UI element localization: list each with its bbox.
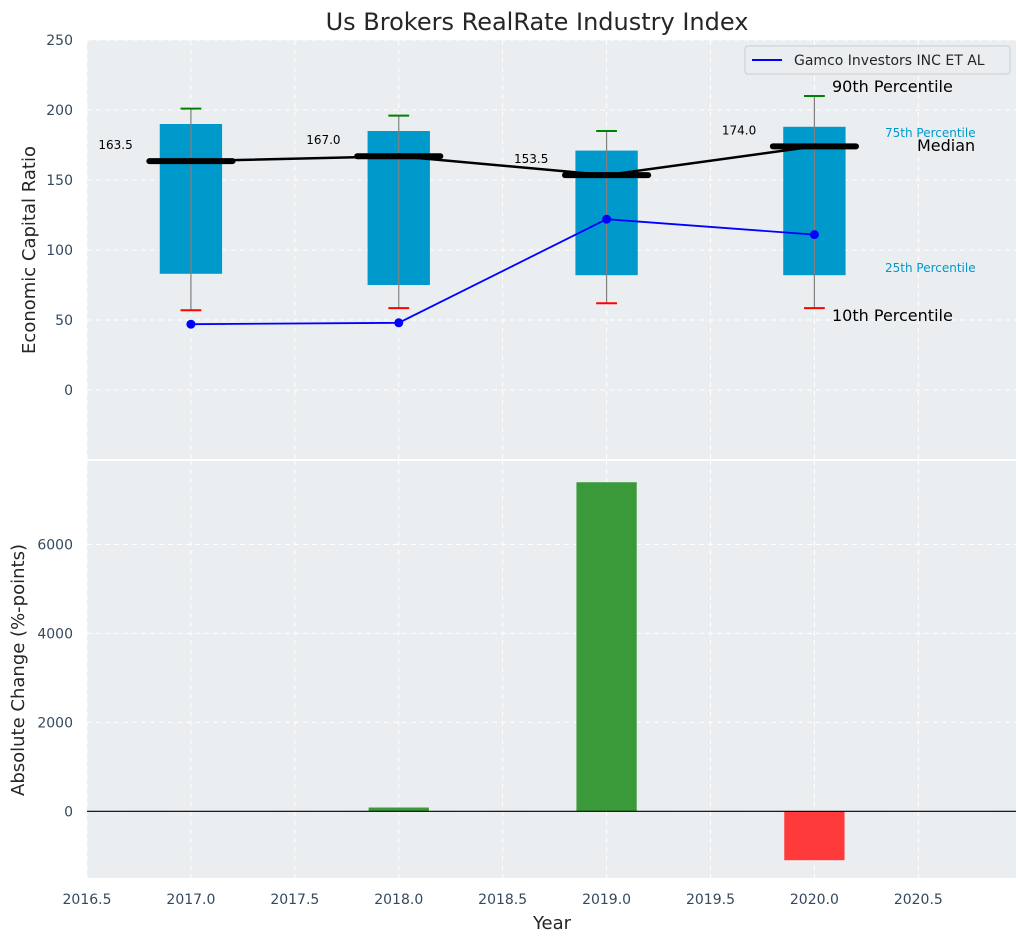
bottom-y-tick-label: 6000 xyxy=(37,537,73,553)
bottom-y-tick-label: 4000 xyxy=(37,626,73,642)
annotation-10th-percentile: 10th Percentile xyxy=(832,306,953,325)
x-tick-label: 2018.5 xyxy=(478,892,527,908)
change-bar xyxy=(784,811,845,861)
median-value-label: 167.0 xyxy=(306,133,340,147)
top-y-axis-label: Economic Capital Ratio xyxy=(19,146,40,354)
x-tick-label: 2017.5 xyxy=(270,892,319,908)
x-tick-label: 2017.0 xyxy=(166,892,215,908)
x-tick-label: 2018.0 xyxy=(374,892,423,908)
change-bars-group xyxy=(368,482,845,861)
change-bar xyxy=(576,482,637,812)
top-y-tick-label: 0 xyxy=(64,383,73,399)
bottom-y-axis-label: Absolute Change (%-points) xyxy=(8,544,29,796)
x-tick-label: 2016.5 xyxy=(63,892,112,908)
x-tick-label: 2020.5 xyxy=(894,892,943,908)
change-bar xyxy=(368,807,429,812)
top-y-tick-label: 200 xyxy=(46,103,73,119)
company-series-group xyxy=(186,214,819,329)
legend: Gamco Investors INC ET AL xyxy=(744,45,1011,75)
top-y-tick-label: 100 xyxy=(46,243,73,259)
bottom-y-tick-label: 0 xyxy=(64,804,73,820)
company-series-point xyxy=(186,319,196,329)
x-tick-label: 2019.5 xyxy=(686,892,735,908)
x-axis-label: Year xyxy=(532,913,572,934)
chart-title: Us Brokers RealRate Industry Index xyxy=(326,8,749,36)
company-series-point xyxy=(809,230,819,240)
top-y-tick-label: 250 xyxy=(46,33,73,49)
top-y-tick-label: 150 xyxy=(46,173,73,189)
annotation-median: Median xyxy=(917,136,975,155)
median-value-label: 174.0 xyxy=(722,123,756,137)
annotation-90th-percentile: 90th Percentile xyxy=(832,77,953,96)
annotation-25th-percentile: 25th Percentile xyxy=(885,261,976,275)
median-value-label: 163.5 xyxy=(98,138,132,152)
bottom-y-ticks: 0 2000 4000 6000 xyxy=(37,537,73,820)
median-value-labels: 163.5 167.0 153.5 174.0 xyxy=(98,123,756,166)
company-series-point xyxy=(602,214,612,224)
legend-box xyxy=(744,45,1011,75)
legend-label: Gamco Investors INC ET AL xyxy=(794,53,985,69)
annotation-75th-percentile: 75th Percentile xyxy=(885,126,976,140)
company-series-point xyxy=(394,318,404,328)
x-tick-label: 2020.0 xyxy=(790,892,839,908)
median-trend-line xyxy=(190,145,815,177)
top-y-tick-label: 50 xyxy=(55,313,73,329)
bottom-panel-background xyxy=(87,460,1016,878)
x-ticks: 2016.5 2017.0 2017.5 2018.0 2018.5 2019.0 2019… xyxy=(63,892,943,908)
median-value-label: 153.5 xyxy=(514,152,548,166)
bottom-y-tick-label: 2000 xyxy=(37,715,73,731)
x-tick-label: 2019.0 xyxy=(582,892,631,908)
median-line-group xyxy=(146,143,859,179)
company-series-line xyxy=(190,218,815,326)
top-y-ticks: 0 50 100 150 200 250 xyxy=(46,33,73,399)
